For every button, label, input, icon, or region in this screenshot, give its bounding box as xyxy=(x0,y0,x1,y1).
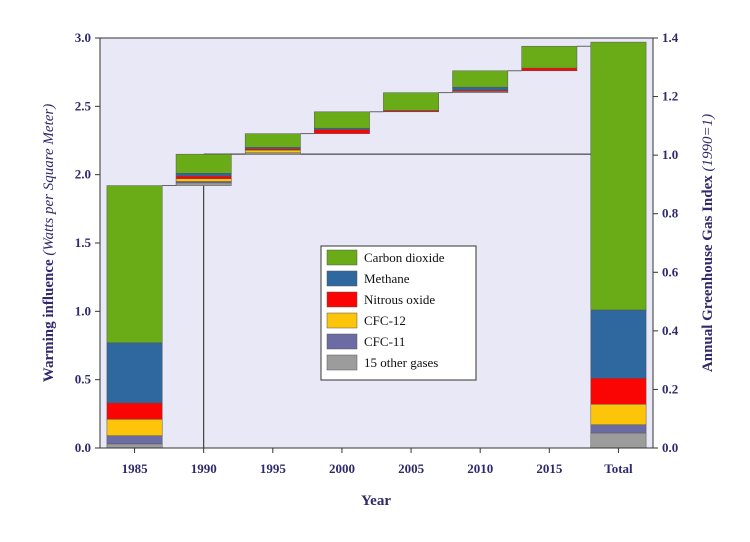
legend-swatch xyxy=(326,291,358,308)
x-axis-ticks: 1985 1990 1995 2000 2005 2010 2015 Total xyxy=(122,448,633,476)
legend-swatch xyxy=(326,333,358,350)
bar-segment-1985-methane xyxy=(106,342,163,404)
left-axis-title-main: Warming influence xyxy=(41,259,57,382)
right-axis-title-unit: 1990=1 xyxy=(700,119,716,167)
left-tick-label: 2.0 xyxy=(75,167,91,182)
right-tick-label: 0.2 xyxy=(662,381,678,396)
left-tick-label: 3.0 xyxy=(75,30,91,45)
left-tick-label: 2.5 xyxy=(75,98,92,113)
bar-segment-total-carbon-dioxide xyxy=(590,41,647,311)
bar-segment-total-15-other-gases xyxy=(590,432,647,449)
bar-segment-total-cfc-12 xyxy=(590,404,647,426)
bar-segment-2010-methane xyxy=(452,86,509,91)
bar-segment-1990-methane xyxy=(175,173,232,177)
right-tick-label: 1.4 xyxy=(662,30,679,45)
left-tick-label: 1.5 xyxy=(75,235,92,250)
right-axis-ticks: 0.0 0.2 0.4 0.6 0.8 1.0 1.2 1.4 xyxy=(653,30,679,455)
bar-segment-1990-nitrous-oxide xyxy=(175,175,232,180)
legend: Carbon dioxide Methane Nitrous oxide CFC-12… xyxy=(320,245,477,381)
bar-segment-1985-nitrous-oxide xyxy=(106,402,163,420)
legend-label: CFC-12 xyxy=(364,313,406,328)
right-tick-label: 0.0 xyxy=(662,440,678,455)
bar-segment-2015-carbon-dioxide xyxy=(521,45,578,69)
bar-segment-1985-cfc-11 xyxy=(106,435,163,445)
legend-swatch xyxy=(326,249,358,266)
right-tick-label: 1.2 xyxy=(662,89,678,104)
right-tick-label: 1.0 xyxy=(662,147,678,162)
x-tick-label: 1995 xyxy=(260,461,287,476)
bar-segment-1995-cfc-12 xyxy=(244,149,301,154)
left-tick-label: 0.5 xyxy=(75,372,92,387)
bar-segment-2015-nitrous-oxide xyxy=(521,67,578,72)
right-axis-title-main: Annual Greenhouse Gas Index xyxy=(700,175,716,372)
plot-background xyxy=(100,38,653,448)
x-tick-label: 2000 xyxy=(329,461,355,476)
bar-segment-1985-cfc-12 xyxy=(106,419,163,436)
x-tick-label: 1990 xyxy=(191,461,217,476)
right-axis-title: Annual Greenhouse Gas Index (1990=1) xyxy=(700,114,716,372)
left-axis-title: Warming influence (Watts per Square Mete… xyxy=(41,104,57,382)
bar-segment-1990-15-other-gases xyxy=(175,182,232,186)
bar-segment-2000-nitrous-oxide xyxy=(314,129,370,134)
right-tick-label: 0.6 xyxy=(662,264,679,279)
legend-label: Methane xyxy=(364,271,410,286)
connector-lines xyxy=(162,45,591,187)
left-axis-ticks: 0.0 0.5 1.0 1.5 2.0 2.5 3.0 xyxy=(75,30,100,455)
bar-segment-1985-15-other-gases xyxy=(106,443,163,449)
legend-swatch xyxy=(326,354,358,371)
bar-segment-total-cfc-11 xyxy=(590,424,647,434)
bar-segment-total-methane xyxy=(590,309,647,379)
left-tick-label: 1.0 xyxy=(75,303,91,318)
bar-segment-1990-carbon-dioxide xyxy=(175,153,232,174)
legend-swatch xyxy=(326,270,358,287)
legend-label: Nitrous oxide xyxy=(364,292,435,307)
legend-label: CFC-11 xyxy=(364,334,405,349)
left-axis-title-unit: Watts per Square Meter xyxy=(41,109,57,251)
left-tick-label: 0.0 xyxy=(75,440,91,455)
x-tick-label: 2005 xyxy=(398,461,425,476)
bars-group xyxy=(106,41,647,449)
bar-segment-1990-cfc-12 xyxy=(175,178,232,182)
bar-segment-1985-carbon-dioxide xyxy=(106,185,163,344)
x-tick-label: 2015 xyxy=(536,461,563,476)
x-tick-label: 2010 xyxy=(467,461,493,476)
x-tick-label: 1985 xyxy=(122,461,149,476)
bar-segment-total-nitrous-oxide xyxy=(590,378,647,405)
legend-swatch xyxy=(326,312,358,329)
x-axis-title: Year xyxy=(361,493,391,509)
right-tick-label: 0.4 xyxy=(662,323,679,338)
legend-label: 15 other gases xyxy=(364,355,438,370)
x-tick-label: Total xyxy=(604,461,633,476)
bar-segment-2005-carbon-dioxide xyxy=(383,92,439,111)
right-tick-label: 0.8 xyxy=(662,206,679,221)
bar-segment-2000-carbon-dioxide xyxy=(314,111,370,129)
legend-label: Carbon dioxide xyxy=(364,250,445,265)
bar-segment-2010-carbon-dioxide xyxy=(452,70,509,88)
bar-segment-1995-carbon-dioxide xyxy=(244,133,301,148)
